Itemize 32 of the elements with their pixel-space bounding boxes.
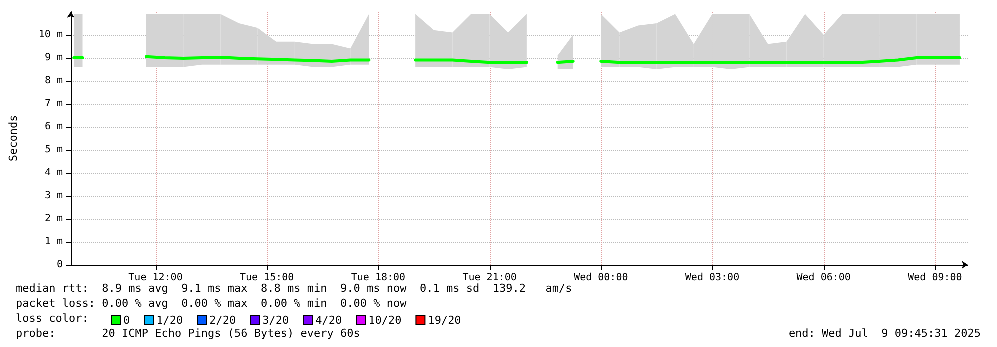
legend-label: 0	[124, 314, 130, 327]
legend-label: 10/20	[368, 314, 402, 327]
x-tick-label: Wed 09:00	[908, 272, 962, 284]
x-tick-label: Wed 00:00	[574, 272, 628, 284]
y-axis-title: Seconds	[7, 115, 20, 162]
x-tick-label: Tue 12:00	[128, 272, 183, 284]
y-tick-label: 5 m	[44, 144, 63, 156]
x-tick-label: Tue 15:00	[240, 272, 294, 284]
legend-label: 4/20	[316, 314, 342, 327]
x-tick-label: Wed 03:00	[685, 272, 740, 284]
y-tick-label: 6 m	[44, 122, 63, 132]
text: packet loss: 0.00 % avg 0.00 % max 0.00 % min 0.00 % now	[16, 297, 407, 310]
x-tick-label: Tue 18:00	[351, 272, 406, 284]
x-tick-label: Wed 06:00	[796, 272, 851, 284]
legend-label: 3/20	[262, 314, 290, 327]
legend-label: 1/20	[156, 314, 184, 327]
y-tick-label: 3 m	[44, 190, 63, 202]
y-tick-label: 10 m	[38, 30, 63, 40]
text: end: Wed Jul 9 09:45:31 2025	[788, 327, 981, 340]
y-tick-label: 7 m	[44, 98, 63, 110]
y-tick-label: 0	[56, 260, 63, 270]
legend-title: loss color:	[16, 312, 89, 325]
y-tick-label: 9 m	[44, 52, 63, 64]
y-tick-label: 4 m	[44, 168, 63, 178]
text: probe: 20 ICMP Echo Pings (56 Bytes) every 60s	[16, 327, 360, 340]
text: median rtt: 8.9 ms avg 9.1 ms max 8.8 ms min 9.0 ms now 0.1 ms sd 139.2 am/s	[16, 282, 572, 295]
x-tick-label: Tue 21:00	[462, 272, 517, 284]
legend-label: 19/20	[428, 314, 462, 327]
y-tick-label: 1 m	[44, 236, 63, 248]
y-tick-label: 2 m	[44, 214, 63, 224]
y-tick-label: 8 m	[44, 76, 63, 86]
legend-label: 2/20	[210, 314, 236, 327]
